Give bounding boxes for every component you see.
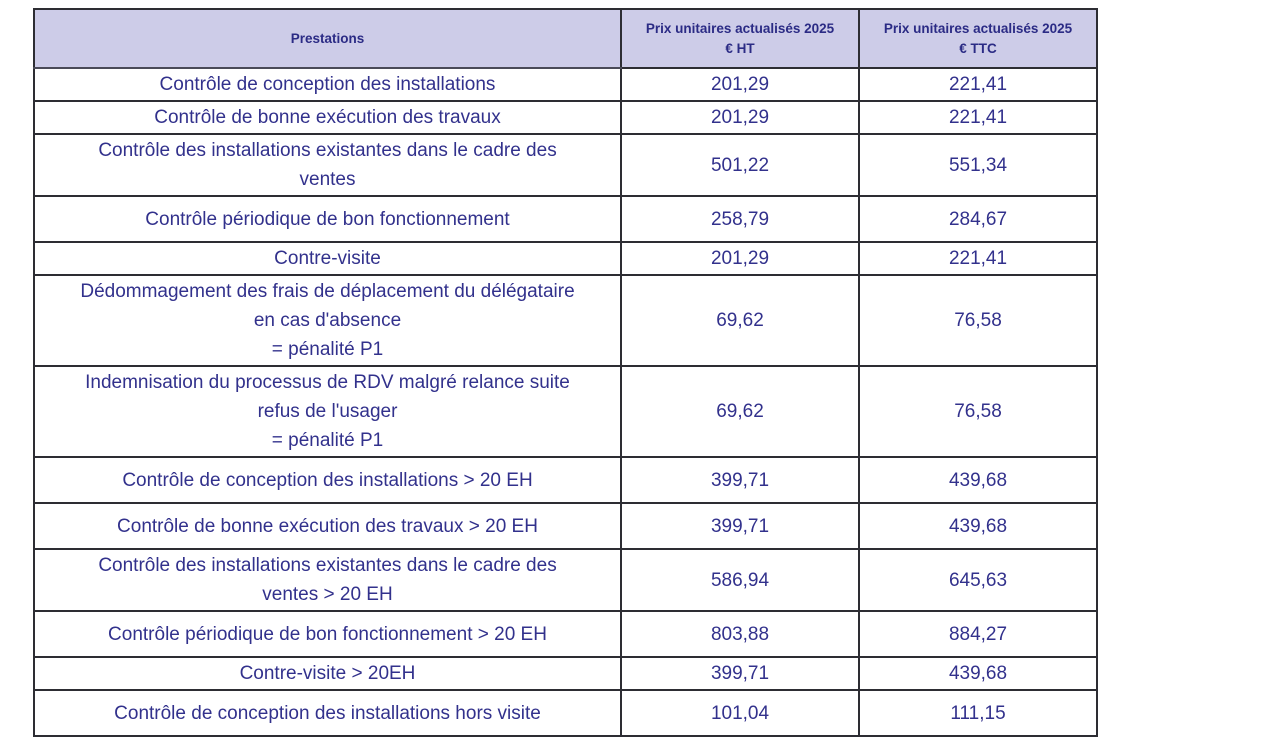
prix-ttc-cell: 221,41 [858,241,1098,276]
prestation-cell: Contrôle des installations existantes da… [33,548,622,612]
prix-ttc-cell: 551,34 [858,133,1098,197]
table-row: Indemnisation du processus de RDV malgré… [33,365,1098,458]
prix-ttc-cell: 76,58 [858,365,1098,458]
prix-ttc-cell: 111,15 [858,689,1098,737]
prix-ht-cell: 258,79 [620,195,860,243]
table-row: Contrôle de conception des installations… [33,67,1098,102]
prix-ht-cell: 803,88 [620,610,860,658]
prix-ttc-cell: 439,68 [858,456,1098,504]
header-prix-ttc: Prix unitaires actualisés 2025 € TTC [858,8,1098,69]
prix-ht-cell: 201,29 [620,67,860,102]
prix-ht-cell: 201,29 [620,241,860,276]
header-row: Prestations Prix unitaires actualisés 20… [33,8,1098,69]
table-row: Contrôle de conception des installations… [33,456,1098,504]
prix-ht-cell: 69,62 [620,365,860,458]
prestation-cell: Contrôle de conception des installations… [33,689,622,737]
prix-ttc-cell: 76,58 [858,274,1098,367]
prix-ht-cell: 399,71 [620,502,860,550]
prix-ht-cell: 501,22 [620,133,860,197]
prestation-cell: Contrôle périodique de bon fonctionnemen… [33,195,622,243]
prix-ttc-cell: 439,68 [858,656,1098,691]
prix-ttc-cell: 221,41 [858,67,1098,102]
table-row: Contrôle des installations existantes da… [33,548,1098,612]
header-prix-ht: Prix unitaires actualisés 2025 € HT [620,8,860,69]
table-row: Contre-visite 201,29 221,41 [33,241,1098,276]
prix-ttc-cell: 284,67 [858,195,1098,243]
prestation-cell: Contrôle périodique de bon fonctionnemen… [33,610,622,658]
prestation-cell: Contrôle de bonne exécution des travaux [33,100,622,135]
prix-ht-cell: 399,71 [620,456,860,504]
prestation-cell: Contrôle des installations existantes da… [33,133,622,197]
table-body: Contrôle de conception des installations… [33,67,1098,737]
prix-ht-cell: 201,29 [620,100,860,135]
prestation-cell: Contre-visite [33,241,622,276]
prix-ht-cell: 69,62 [620,274,860,367]
prix-ttc-cell: 221,41 [858,100,1098,135]
table-row: Contrôle de conception des installations… [33,689,1098,737]
header-prestations: Prestations [33,8,622,69]
table-row: Contrôle périodique de bon fonctionnemen… [33,610,1098,658]
prestation-cell: Contrôle de conception des installations… [33,456,622,504]
table-row: Contrôle des installations existantes da… [33,133,1098,197]
table-row: Contrôle de bonne exécution des travaux … [33,100,1098,135]
table-row: Contrôle périodique de bon fonctionnemen… [33,195,1098,243]
prestation-cell: Contrôle de conception des installations [33,67,622,102]
table-header: Prestations Prix unitaires actualisés 20… [33,8,1098,69]
pricing-table: Prestations Prix unitaires actualisés 20… [33,8,1098,737]
prix-ht-cell: 399,71 [620,656,860,691]
table-row: Contre-visite > 20EH 399,71 439,68 [33,656,1098,691]
prix-ttc-cell: 645,63 [858,548,1098,612]
prix-ttc-cell: 884,27 [858,610,1098,658]
prix-ht-cell: 101,04 [620,689,860,737]
prestation-cell: Indemnisation du processus de RDV malgré… [33,365,622,458]
table-row: Contrôle de bonne exécution des travaux … [33,502,1098,550]
prestation-cell: Dédommagement des frais de déplacement d… [33,274,622,367]
prestation-cell: Contrôle de bonne exécution des travaux … [33,502,622,550]
prix-ht-cell: 586,94 [620,548,860,612]
table-row: Dédommagement des frais de déplacement d… [33,274,1098,367]
prestation-cell: Contre-visite > 20EH [33,656,622,691]
prix-ttc-cell: 439,68 [858,502,1098,550]
